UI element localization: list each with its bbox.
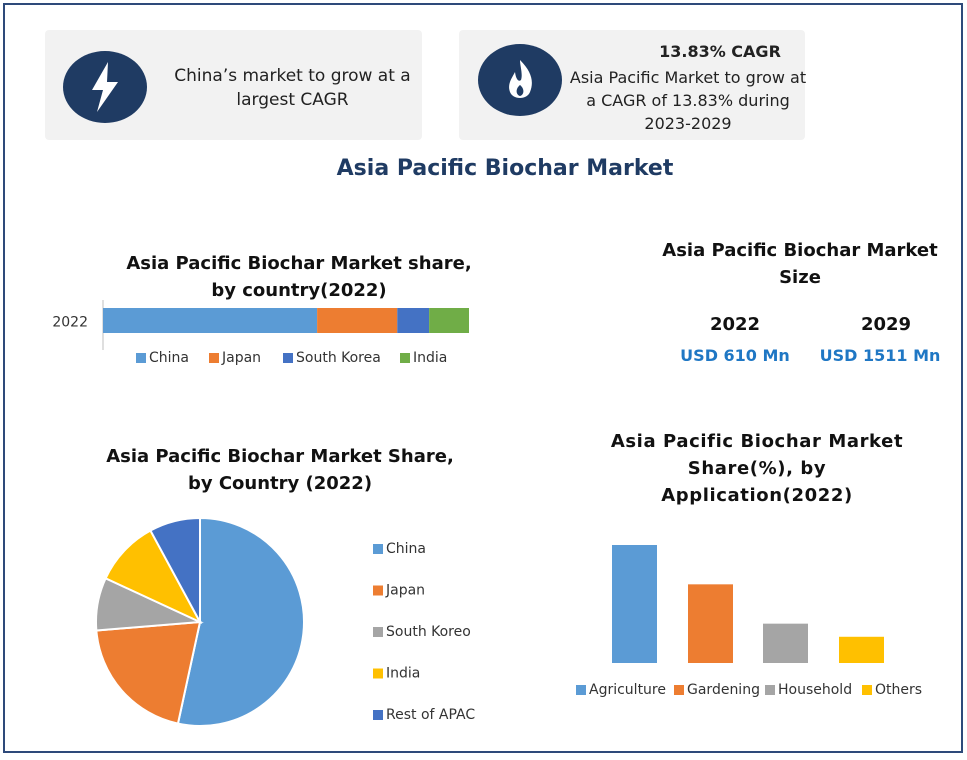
legend-swatch — [209, 353, 219, 363]
bar-segment — [103, 308, 318, 333]
legend-swatch — [400, 353, 410, 363]
size-title: Asia Pacific Biochar Market Size — [662, 240, 938, 288]
bar-segment — [397, 308, 430, 333]
pie-slice — [176, 516, 305, 727]
bar-segment — [429, 308, 469, 333]
legend-swatch — [373, 668, 383, 679]
card-title: 13.83% CAGR — [659, 42, 781, 61]
bolt-icon — [92, 62, 118, 112]
legend-swatch — [373, 585, 383, 596]
legend-label: India — [413, 350, 447, 366]
pie-slice — [149, 516, 201, 623]
bar — [612, 545, 657, 663]
y-tick-label: 2022 — [52, 315, 88, 331]
legend-swatch — [136, 353, 146, 363]
size-value: USD 1511 Mn — [819, 346, 941, 365]
legend-label: Japan — [385, 583, 425, 599]
size-value: USD 610 Mn — [680, 346, 790, 365]
legend-label: Household — [778, 682, 852, 698]
card-text: China’s market to grow at a largest CAGR — [174, 66, 411, 110]
chart-title: Asia Pacific Biochar Market Share, by Co… — [106, 446, 454, 494]
frame — [3, 3, 963, 753]
legend-label: Agriculture — [589, 682, 666, 698]
legend-label: Rest of APAC — [386, 707, 475, 723]
legend-swatch — [674, 685, 684, 695]
bar-segment — [317, 308, 398, 333]
icon — [478, 44, 562, 116]
legend-swatch — [373, 544, 383, 554]
chart-title: Asia Pacific Biochar Market share, by co… — [126, 253, 472, 301]
page-title: Asia Pacific Biochar Market — [336, 156, 674, 181]
pie-slice — [95, 620, 202, 725]
legend-label: China — [149, 350, 189, 366]
size-year: 2029 — [860, 314, 912, 335]
legend-label: South Koreo — [386, 624, 471, 640]
legend-label: India — [386, 666, 420, 682]
card — [45, 30, 422, 140]
legend-label: Japan — [221, 350, 261, 366]
legend-swatch — [373, 710, 383, 720]
card-text: Asia Pacific Market to grow at a CAGR of… — [569, 68, 807, 133]
flame-icon — [516, 85, 524, 96]
legend-swatch — [576, 685, 586, 695]
flame-icon — [509, 60, 532, 98]
size-year: 2022 — [709, 314, 761, 335]
bar — [688, 584, 733, 663]
legend-swatch — [373, 627, 383, 637]
bar — [763, 623, 808, 663]
legend-label: Others — [875, 682, 922, 698]
legend-label: China — [386, 541, 426, 557]
bar — [839, 636, 884, 663]
legend-label: South Korea — [296, 350, 381, 366]
legend-swatch — [765, 685, 775, 695]
legend-swatch — [283, 353, 293, 363]
legend-label: Gardening — [687, 682, 760, 698]
legend-swatch — [862, 685, 872, 695]
chart-title: Asia Pacific Biochar Market Share(%), by… — [610, 431, 904, 506]
